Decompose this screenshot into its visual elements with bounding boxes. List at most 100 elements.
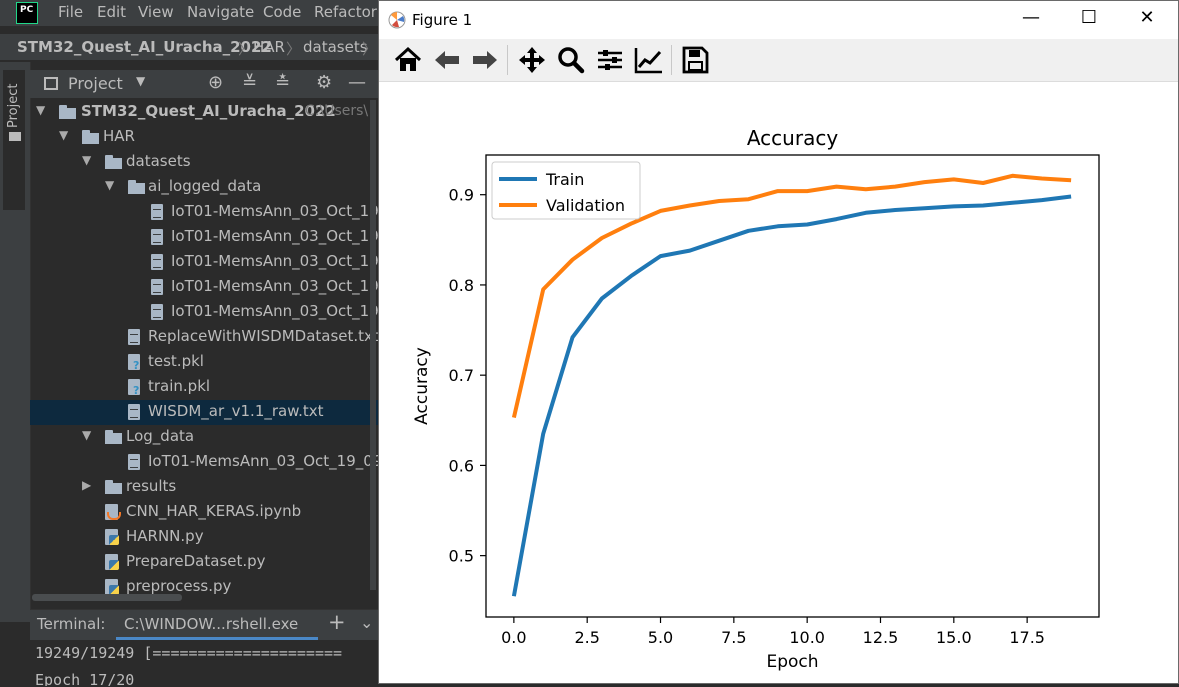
- tree-item-test-pkl[interactable]: ? test.pkl: [30, 350, 380, 375]
- menu-navigate[interactable]: Navigate: [187, 3, 255, 21]
- tree-item-ai-logged-data[interactable]: ▼ ai_logged_data: [30, 175, 380, 200]
- legend-entry: Validation: [546, 196, 625, 215]
- breadcrumb-separator: 〉: [286, 40, 302, 58]
- breadcrumb: STM32_Quest_AI_Uracha_2022 〉 HAR 〉 datas…: [0, 34, 380, 60]
- back-icon[interactable]: [431, 45, 463, 75]
- notebook-file-icon: [105, 504, 121, 520]
- tree-item-datasets[interactable]: ▼ datasets: [30, 150, 380, 175]
- breadcrumb-project[interactable]: STM32_Quest_AI_Uracha_2022: [17, 38, 272, 56]
- pycharm-logo-icon: PC: [16, 2, 38, 24]
- tree-item-label: test.pkl: [148, 352, 204, 370]
- file-icon: [151, 304, 163, 320]
- toolbar-separator: [671, 45, 672, 75]
- tree-item-results[interactable]: ▶ results: [30, 475, 380, 500]
- file-icon: [151, 254, 163, 270]
- save-icon[interactable]: [679, 45, 711, 75]
- chevron-down-icon[interactable]: ▼: [59, 128, 69, 142]
- chevron-down-icon[interactable]: ▼: [36, 103, 46, 117]
- pan-icon[interactable]: [516, 45, 548, 75]
- y-axis-label: Accuracy: [412, 347, 432, 425]
- tree-item-train-pkl[interactable]: ? train.pkl: [30, 375, 380, 400]
- tree-item-notebook[interactable]: CNN_HAR_KERAS.ipynb: [30, 500, 380, 525]
- chevron-down-icon[interactable]: ▼: [82, 428, 92, 442]
- menu-file[interactable]: File: [58, 3, 84, 21]
- breadcrumb-har[interactable]: HAR: [253, 38, 285, 56]
- tree-item-label: IoT01-MemsAnn_03_Oct_19_10: [171, 252, 380, 270]
- y-tick-label: 0.6: [449, 456, 474, 475]
- terminal-tab[interactable]: C:\WINDOW...rshell.exe: [124, 615, 299, 633]
- folder-icon: [105, 155, 122, 169]
- tree-item-file[interactable]: IoT01-MemsAnn_03_Oct_19_09: [30, 200, 380, 225]
- close-window-icon[interactable]: ✕: [1139, 7, 1155, 28]
- chevron-right-icon[interactable]: ▶: [82, 478, 92, 492]
- folder-icon: [105, 480, 122, 494]
- project-panel-header: Project ▼ ⊕ ≚ ≛ ⚙ —: [30, 70, 380, 98]
- figure-toolbar: [379, 39, 1178, 82]
- minimize-panel-icon[interactable]: —: [348, 72, 366, 93]
- zoom-icon[interactable]: [555, 45, 587, 75]
- accuracy-chart[interactable]: Accuracy 0.0 2.5 5.0 7.5 10.0 12.5 15.0 17.5 0.5 0…: [379, 82, 1178, 683]
- tree-item-wisdm-raw[interactable]: WISDM_ar_v1.1_raw.txt: [30, 400, 380, 425]
- menu-edit[interactable]: Edit: [97, 3, 127, 21]
- pickle-file-icon: ?: [128, 354, 140, 372]
- tree-item-file[interactable]: ReplaceWithWISDMDataset.txt: [30, 325, 380, 350]
- chevron-down-icon[interactable]: ⌄: [360, 613, 374, 632]
- locate-icon[interactable]: ⊕: [208, 72, 224, 93]
- configure-subplots-icon[interactable]: [594, 45, 626, 75]
- chevron-down-icon[interactable]: ▼: [105, 178, 115, 192]
- project-tool-tab[interactable]: Project: [3, 70, 25, 210]
- tree-item-log-data[interactable]: ▼ Log_data: [30, 425, 380, 450]
- tree-item-python-file[interactable]: preprocess.py: [30, 575, 380, 600]
- chart-title: Accuracy: [747, 126, 838, 150]
- tree-item-label: STM32_Quest_AI_Uracha_2022: [81, 102, 336, 120]
- tree-item-label: CNN_HAR_KERAS.ipynb: [126, 502, 302, 520]
- menu-bar: PC File Edit View Navigate Code Refactor: [0, 0, 380, 26]
- project-tree: ▼ STM32_Quest_AI_Uracha_2022 C:\Users\ ▼…: [30, 100, 380, 600]
- folder-icon: [9, 132, 21, 141]
- chevron-down-icon[interactable]: ▼: [136, 74, 146, 88]
- terminal-output[interactable]: 19249/19249 [===================== Epoch…: [30, 640, 380, 686]
- tree-item-file[interactable]: IoT01-MemsAnn_03_Oct_19_09: [30, 225, 380, 250]
- minimize-window-icon[interactable]: —: [1022, 7, 1040, 28]
- terminal-header: Terminal: C:\WINDOW...rshell.exe + ⌄: [30, 609, 380, 640]
- plot-area[interactable]: Accuracy 0.0 2.5 5.0 7.5 10.0 12.5 15.0 17.5 0.5 0…: [379, 82, 1178, 683]
- tree-item-path-hint: C:\Users\: [305, 103, 369, 119]
- project-panel-title[interactable]: Project: [68, 74, 123, 93]
- series-line-train: [511, 194, 1072, 597]
- x-tick-label: 17.5: [1009, 628, 1045, 647]
- gear-icon[interactable]: ⚙: [316, 72, 333, 93]
- figure-window: Figure 1 — ☐ ✕: [378, 0, 1179, 684]
- expand-all-icon[interactable]: ≚: [242, 72, 258, 93]
- tree-item-label: results: [126, 477, 177, 495]
- tree-item-python-file[interactable]: HARNN.py: [30, 525, 380, 550]
- edit-axis-icon[interactable]: [633, 45, 665, 75]
- forward-icon[interactable]: [469, 45, 501, 75]
- horizontal-scrollbar[interactable]: [32, 594, 182, 601]
- tree-item-label: preprocess.py: [126, 577, 232, 595]
- tree-item-project-root[interactable]: ▼ STM32_Quest_AI_Uracha_2022 C:\Users\: [30, 100, 380, 125]
- folder-icon: [128, 180, 145, 194]
- add-terminal-icon[interactable]: +: [328, 610, 346, 634]
- maximize-window-icon[interactable]: ☐: [1080, 7, 1098, 28]
- terminal-label: Terminal:: [37, 615, 106, 633]
- tree-item-file[interactable]: IoT01-MemsAnn_03_Oct_19_09h_: [30, 450, 380, 475]
- legend-entry: Train: [545, 170, 584, 189]
- menu-view[interactable]: View: [138, 3, 174, 21]
- breadcrumb-datasets[interactable]: datasets: [303, 38, 368, 56]
- tree-item-label: HAR: [103, 127, 135, 145]
- home-icon[interactable]: [392, 45, 424, 75]
- menu-code[interactable]: Code: [263, 3, 302, 21]
- menu-refactor[interactable]: Refactor: [314, 3, 377, 21]
- tree-item-file[interactable]: IoT01-MemsAnn_03_Oct_19_10: [30, 275, 380, 300]
- terminal-tab-underline: [116, 637, 318, 640]
- collapse-all-icon[interactable]: ≛: [275, 72, 291, 93]
- file-icon: [128, 329, 140, 345]
- tree-item-python-file[interactable]: PrepareDataset.py: [30, 550, 380, 575]
- figure-window-title: Figure 1: [412, 11, 473, 29]
- file-icon: [128, 404, 140, 420]
- tree-item-file[interactable]: IoT01-MemsAnn_03_Oct_19_10: [30, 250, 380, 275]
- tree-item-file[interactable]: IoT01-MemsAnn_03_Oct_19_10: [30, 300, 380, 325]
- chevron-down-icon[interactable]: ▼: [82, 153, 92, 167]
- tree-item-har[interactable]: ▼ HAR: [30, 125, 380, 150]
- vertical-scrollbar[interactable]: [370, 100, 376, 590]
